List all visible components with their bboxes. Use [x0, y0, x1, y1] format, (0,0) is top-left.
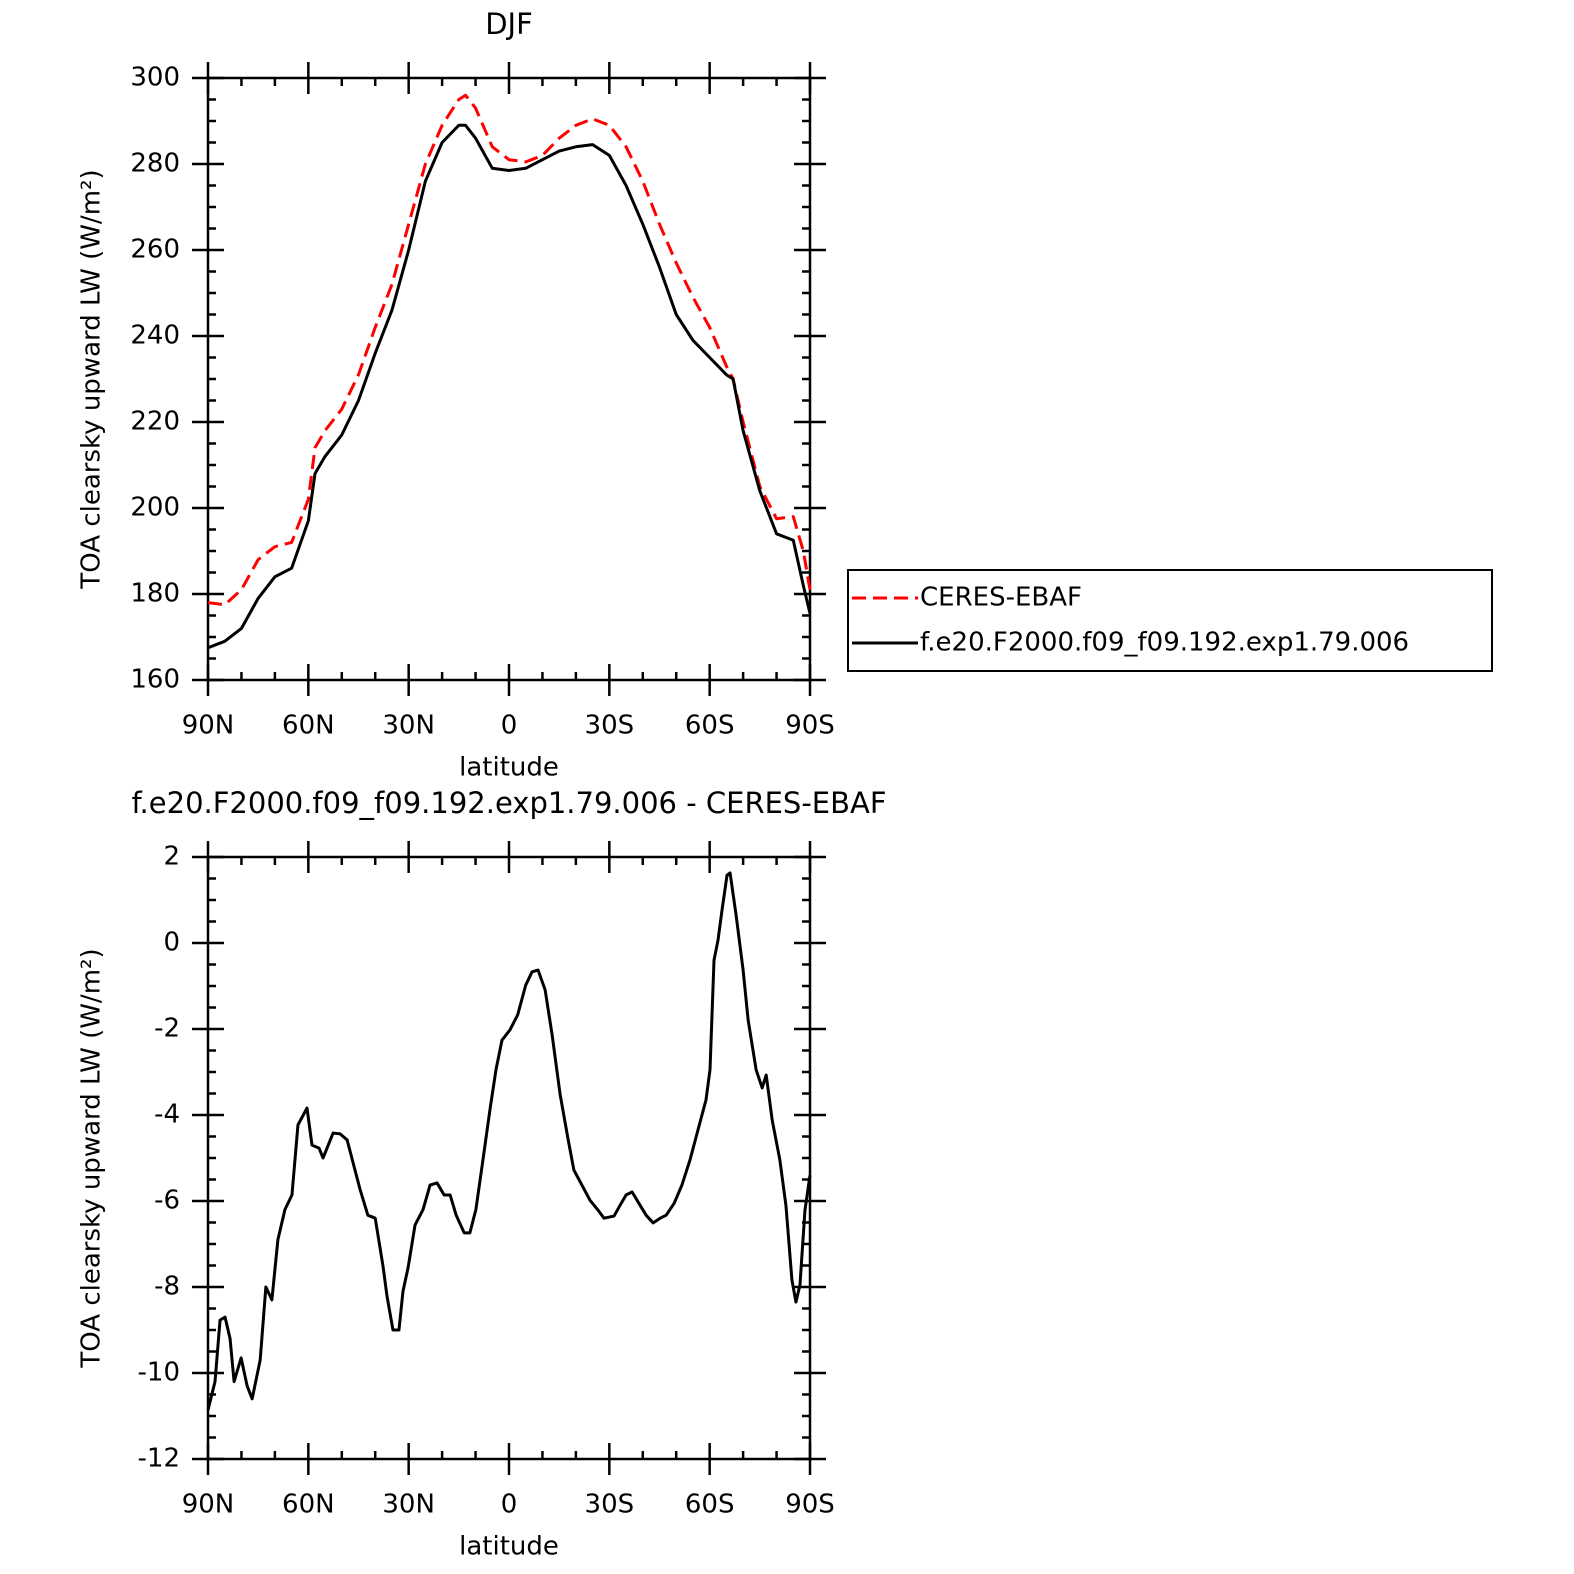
y-tick-label: 300 [130, 63, 180, 93]
plot-frame [206, 76, 812, 682]
y-tick-label: -10 [138, 1358, 180, 1388]
y-tick-label: 220 [130, 407, 180, 437]
y-tick-label: 0 [163, 928, 180, 958]
y-tick-label: -4 [154, 1100, 180, 1130]
x-tick-label: 60N [282, 711, 335, 741]
x-axis-label: latitude [459, 1532, 559, 1562]
x-tick-label: 30N [382, 1490, 435, 1520]
x-tick-label: 60S [685, 1490, 735, 1520]
y-axis-label: TOA clearsky upward LW (W/m²) [77, 948, 107, 1368]
y-tick-label: 2 [163, 842, 180, 872]
x-tick-label: 0 [501, 711, 518, 741]
y-tick-label: 200 [130, 493, 180, 523]
x-tick-label: 60N [282, 1490, 335, 1520]
x-tick-label: 90S [785, 711, 835, 741]
y-tick-label: -8 [154, 1272, 180, 1302]
legend-label: CERES-EBAF [920, 583, 1082, 613]
y-tick-label: 260 [130, 235, 180, 265]
x-tick-label: 90S [785, 1490, 835, 1520]
y-tick-label: 180 [130, 579, 180, 609]
x-tick-label: 30N [382, 711, 435, 741]
plot-frame [206, 855, 812, 1461]
y-tick-label: -6 [154, 1186, 180, 1216]
series-line [207, 123, 812, 650]
y-tick-label: -2 [154, 1014, 180, 1044]
x-tick-label: 30S [585, 711, 635, 741]
legend-label: f.e20.F2000.f09_f09.192.exp1.79.006 [920, 628, 1409, 658]
series-line [207, 93, 812, 607]
y-tick-label: 240 [130, 321, 180, 351]
y-axis-label: TOA clearsky upward LW (W/m²) [77, 169, 107, 589]
x-tick-label: 90N [182, 1490, 235, 1520]
x-tick-label: 0 [501, 1490, 518, 1520]
chart-title: f.e20.F2000.f09_f09.192.exp1.79.006 - CE… [131, 786, 886, 820]
y-tick-label: -12 [138, 1444, 180, 1474]
chart-title: DJF [485, 7, 533, 41]
series-line [206, 871, 812, 1411]
y-tick-label: 280 [130, 149, 180, 179]
x-tick-label: 30S [585, 1490, 635, 1520]
y-tick-label: 160 [130, 665, 180, 695]
x-tick-label: 90N [182, 711, 235, 741]
legend-box [847, 569, 1493, 672]
x-tick-label: 60S [685, 711, 735, 741]
x-axis-label: latitude [459, 753, 559, 783]
